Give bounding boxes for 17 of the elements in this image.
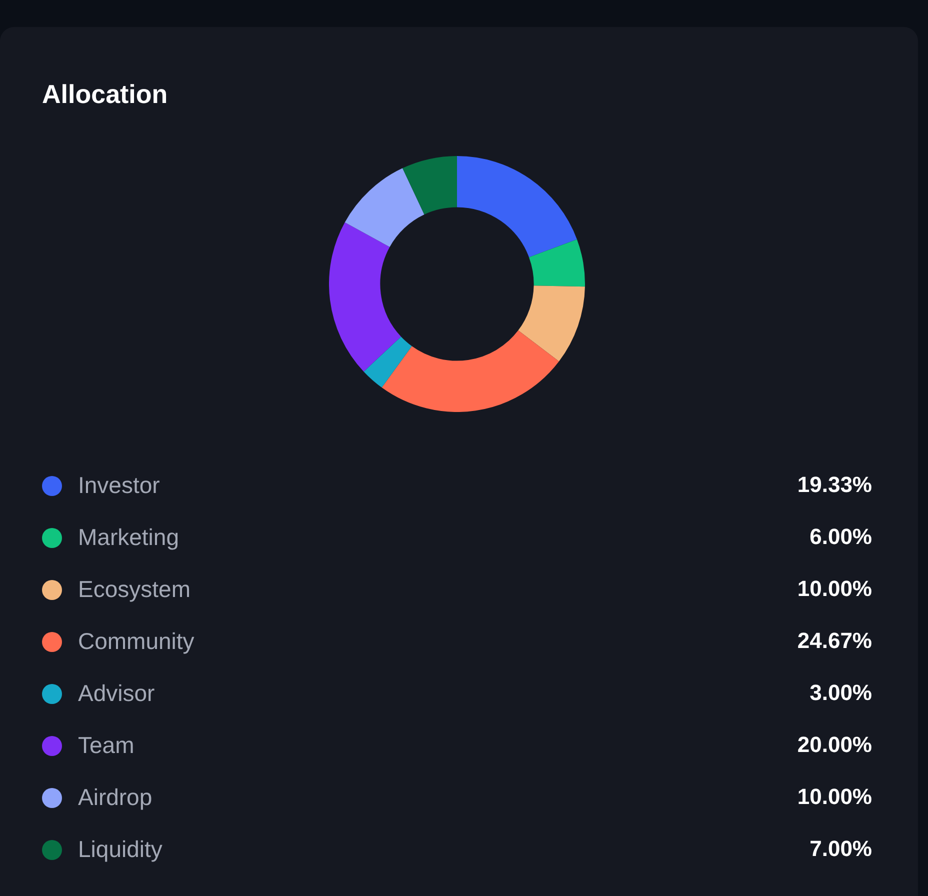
data-label: 7.00% — [810, 836, 872, 862]
data-label: 6.00% — [810, 524, 872, 550]
legend-label: Community — [78, 628, 194, 655]
legend-label: Team — [78, 732, 134, 759]
data-label: 10.00% — [797, 576, 872, 602]
legend-label: Investor — [78, 472, 160, 499]
data-label: 20.00% — [797, 732, 872, 758]
legend-label: Airdrop — [78, 784, 152, 811]
legend-label: Advisor — [78, 680, 155, 707]
data-label: 10.00% — [797, 784, 872, 810]
data-label: 19.33% — [797, 472, 872, 498]
legend-label: Liquidity — [78, 836, 162, 863]
data-label: 24.67% — [797, 628, 872, 654]
data-label: 3.00% — [810, 680, 872, 706]
legend-label: Ecosystem — [78, 576, 190, 603]
chart-title: Allocation — [42, 79, 168, 110]
legend-label: Marketing — [78, 524, 179, 551]
